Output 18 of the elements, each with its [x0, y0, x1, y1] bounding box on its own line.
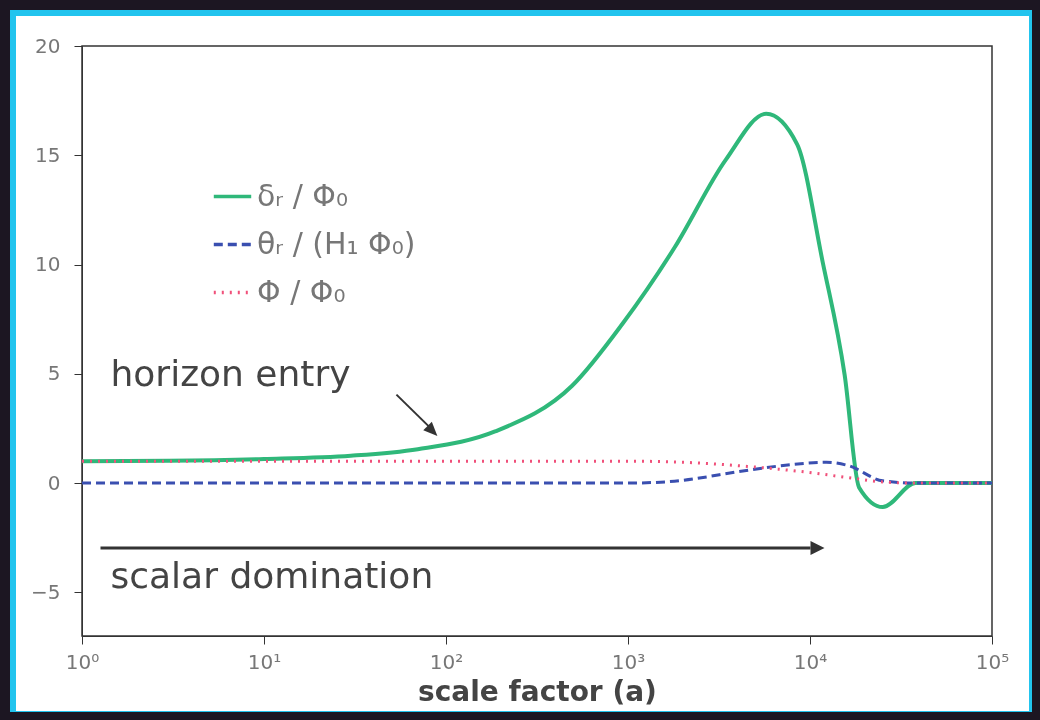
- y-tick-label: 15: [35, 142, 61, 167]
- x-tick-label: 10³: [611, 649, 646, 674]
- annotation: horizon entry: [110, 352, 351, 394]
- x-tick-label: 10¹: [247, 649, 282, 674]
- y-tick-label: 10: [35, 252, 61, 277]
- x-tick-label: 10⁴: [793, 649, 828, 674]
- legend-label: δᵣ / Φ₀: [257, 177, 348, 213]
- x-tick-label: 10²: [429, 649, 464, 674]
- x-axis-title: scale factor (a): [418, 674, 657, 708]
- annotation: scalar domination: [110, 555, 434, 596]
- y-tick-label: −5: [31, 579, 61, 604]
- legend-label: Φ / Φ₀: [257, 273, 346, 309]
- x-tick-label: 10⁰: [65, 649, 100, 674]
- y-tick-label: 5: [47, 361, 61, 386]
- legend-label: θᵣ / (H₁ Φ₀): [257, 225, 416, 261]
- y-tick-label: 0: [47, 470, 61, 495]
- x-tick-label: 10⁵: [975, 649, 1010, 674]
- y-tick-label: 20: [35, 33, 61, 58]
